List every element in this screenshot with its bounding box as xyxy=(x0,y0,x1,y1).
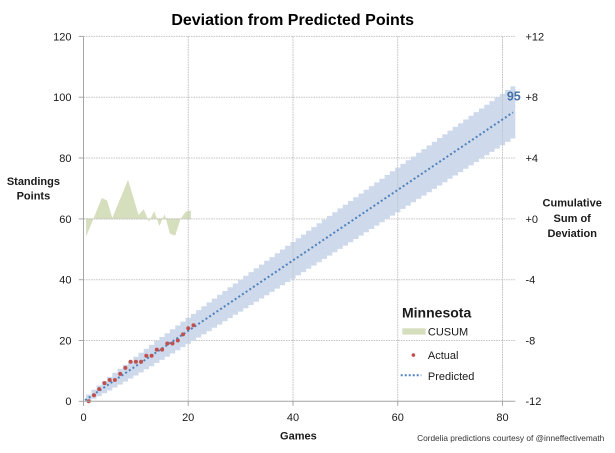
svg-text:CUSUM: CUSUM xyxy=(428,327,468,339)
svg-text:95: 95 xyxy=(507,90,521,104)
svg-text:40: 40 xyxy=(59,275,71,287)
svg-text:Points: Points xyxy=(17,191,51,203)
svg-text:Standings: Standings xyxy=(7,176,60,188)
svg-text:0: 0 xyxy=(65,396,71,408)
svg-text:80: 80 xyxy=(59,153,71,165)
svg-text:+0: +0 xyxy=(526,214,539,226)
svg-text:+8: +8 xyxy=(526,92,539,104)
svg-text:Cordelia predictions courtesy: Cordelia predictions courtesy of @inneff… xyxy=(417,433,605,443)
svg-text:100: 100 xyxy=(53,92,71,104)
svg-text:20: 20 xyxy=(59,335,71,347)
svg-text:Deviation from Predicted Point: Deviation from Predicted Points xyxy=(171,12,414,29)
svg-text:Minnesota: Minnesota xyxy=(402,305,471,321)
svg-text:20: 20 xyxy=(182,412,194,424)
svg-text:+12: +12 xyxy=(526,31,545,43)
svg-text:60: 60 xyxy=(392,412,404,424)
svg-text:40: 40 xyxy=(287,412,299,424)
svg-text:+4: +4 xyxy=(526,153,539,165)
svg-text:120: 120 xyxy=(53,31,71,43)
svg-text:-12: -12 xyxy=(526,396,542,408)
svg-text:80: 80 xyxy=(496,412,508,424)
svg-text:Deviation: Deviation xyxy=(547,228,597,240)
svg-text:Actual: Actual xyxy=(428,350,459,362)
svg-text:60: 60 xyxy=(59,214,71,226)
svg-text:Games: Games xyxy=(280,431,317,443)
svg-text:-4: -4 xyxy=(526,275,536,287)
svg-text:-8: -8 xyxy=(526,335,536,347)
svg-text:0: 0 xyxy=(80,412,86,424)
svg-text:Predicted: Predicted xyxy=(428,371,474,383)
svg-text:Sum of: Sum of xyxy=(554,213,592,225)
svg-text:Cumulative: Cumulative xyxy=(543,198,602,210)
